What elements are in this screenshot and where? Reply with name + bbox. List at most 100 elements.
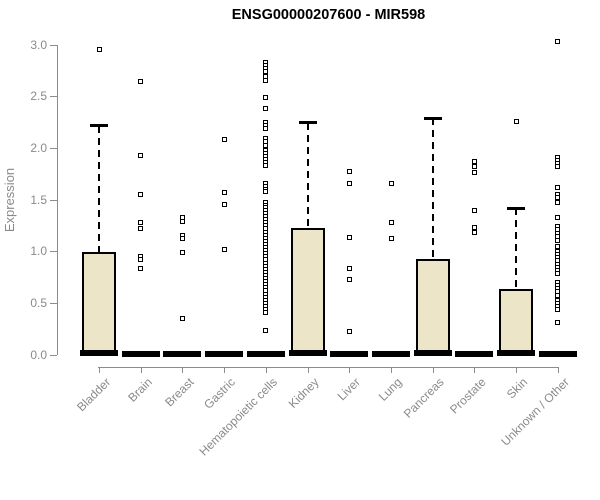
median-prostate	[455, 351, 494, 357]
outlier-lung	[388, 220, 394, 226]
outlier-brain	[138, 192, 144, 198]
outlier-hematopoietic-cells	[263, 163, 269, 169]
outlier-skin	[513, 118, 519, 124]
outlier-breast	[179, 235, 185, 241]
outlier-prostate	[471, 159, 477, 165]
outlier-lung	[388, 180, 394, 186]
outlier-breast	[179, 219, 185, 225]
x-axis-tick	[557, 367, 559, 373]
outlier-unknown-other	[555, 215, 561, 221]
y-axis-tick-label: 1.5	[30, 192, 47, 207]
x-axis-tick	[349, 367, 351, 373]
box-skin	[499, 288, 534, 355]
outlier-hematopoietic-cells	[263, 105, 269, 111]
outlier-brain	[138, 226, 144, 232]
outlier-unknown-other	[555, 307, 561, 313]
outlier-unknown-other	[555, 244, 561, 249]
x-axis-label-breast: Breast	[161, 375, 197, 410]
outlier-unknown-other	[555, 292, 561, 298]
x-axis-label-prostate: Prostate	[446, 375, 489, 417]
median-kidney	[288, 350, 327, 356]
x-axis-label-kidney: Kidney	[285, 375, 322, 411]
outlier-brain	[138, 257, 144, 263]
y-axis-tick	[50, 302, 57, 304]
outlier-unknown-other	[555, 164, 561, 170]
whisker-cap-bladder	[90, 124, 108, 127]
outlier-breast	[179, 250, 185, 256]
outlier-liver	[346, 168, 352, 174]
x-axis-label-hematopoietic-cells: Hematopoietic cells	[196, 375, 280, 459]
outlier-unknown-other	[555, 237, 561, 243]
x-axis-tick	[140, 367, 142, 373]
box-pancreas	[415, 258, 450, 355]
y-axis-tick	[50, 96, 57, 98]
x-axis-line	[98, 367, 559, 368]
outlier-gastric	[221, 136, 227, 142]
outlier-bladder	[96, 46, 102, 52]
outlier-liver	[346, 180, 352, 186]
y-axis-line	[57, 45, 58, 355]
y-axis-tick-label: 2.5	[30, 89, 47, 104]
y-axis-tick-label: 2.0	[30, 140, 47, 155]
median-unknown-other	[538, 351, 577, 357]
x-axis-tick	[516, 367, 518, 373]
median-pancreas	[413, 350, 452, 356]
median-brain	[121, 351, 160, 357]
x-axis-label-bladder: Bladder	[73, 375, 113, 415]
outlier-hematopoietic-cells	[263, 126, 269, 132]
whisker-cap-pancreas	[423, 117, 442, 120]
median-bladder	[80, 350, 118, 356]
whisker-cap-kidney	[298, 121, 317, 124]
outlier-gastric	[221, 190, 227, 196]
y-axis-tick-label: 0.0	[30, 347, 47, 362]
y-axis-tick-label: 0.5	[30, 295, 47, 310]
outlier-prostate	[471, 207, 477, 213]
x-axis-label-skin: Skin	[503, 375, 531, 402]
outlier-gastric	[221, 247, 227, 253]
x-axis-label-pancreas: Pancreas	[400, 375, 447, 421]
box-bladder	[82, 251, 116, 355]
outlier-brain	[138, 265, 144, 271]
x-axis-tick	[99, 367, 100, 373]
x-axis-tick	[224, 367, 226, 373]
outlier-liver	[346, 265, 352, 271]
outlier-unknown-other	[555, 185, 561, 191]
outlier-prostate	[471, 164, 477, 170]
median-breast	[163, 351, 202, 357]
x-axis-tick	[307, 367, 309, 373]
whisker-cap-skin	[507, 207, 526, 210]
outlier-unknown-other	[555, 270, 561, 276]
median-hematopoietic-cells	[246, 351, 285, 357]
outlier-unknown-other	[555, 199, 561, 205]
outlier-hematopoietic-cells	[263, 310, 269, 316]
outlier-hematopoietic-cells	[263, 327, 269, 333]
outlier-breast	[179, 316, 185, 322]
median-lung	[372, 351, 411, 357]
whisker-skin	[515, 208, 518, 289]
outlier-liver	[346, 234, 352, 240]
y-axis-tick	[50, 147, 57, 149]
x-axis-label-gastric: Gastric	[201, 375, 239, 412]
outlier-hematopoietic-cells	[263, 77, 269, 83]
whisker-kidney	[306, 122, 309, 228]
outlier-liver	[346, 277, 352, 283]
outlier-unknown-other	[555, 39, 561, 45]
outlier-brain	[138, 220, 144, 226]
outlier-brain	[138, 78, 144, 84]
box-kidney	[290, 227, 325, 355]
chart-title: ENSG00000207600 - MIR598	[231, 7, 426, 23]
y-axis-tick	[50, 251, 57, 253]
outlier-gastric	[221, 201, 227, 207]
x-axis-tick	[432, 367, 434, 373]
median-gastric	[205, 351, 244, 357]
outlier-hematopoietic-cells	[263, 142, 269, 148]
outlier-liver	[346, 328, 352, 334]
y-axis-tick-label: 1.0	[30, 244, 47, 259]
y-axis-tick-label: 3.0	[30, 37, 47, 52]
median-liver	[330, 351, 369, 357]
x-axis-tick	[265, 367, 267, 373]
y-axis-tick	[50, 199, 57, 201]
x-axis-tick	[391, 367, 393, 373]
outlier-lung	[388, 235, 394, 241]
